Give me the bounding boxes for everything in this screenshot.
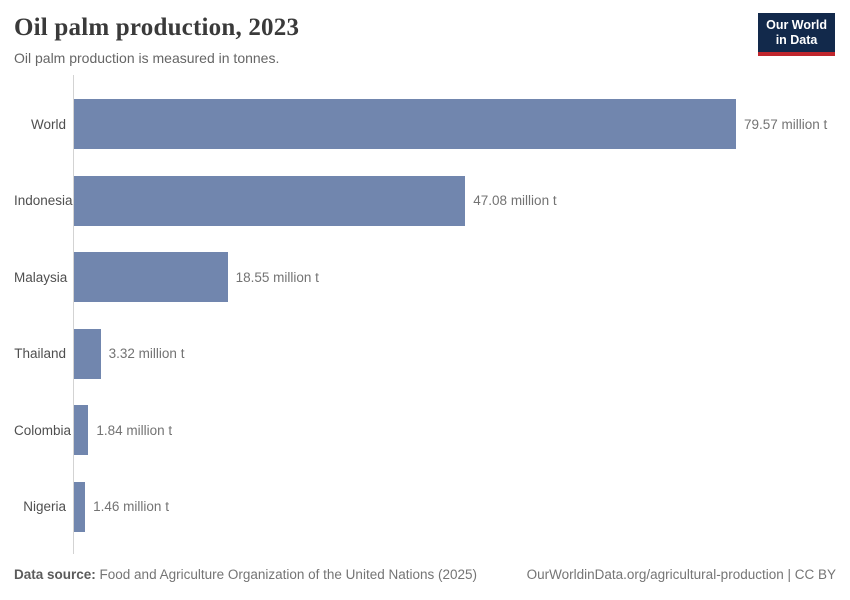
logo-line-1: Our World (766, 18, 827, 32)
value-label: 1.46 million t (93, 499, 169, 514)
data-source: Data source: Food and Agriculture Organi… (14, 567, 477, 582)
bar-row: Nigeria 1.46 million t (14, 468, 836, 545)
bar-row: Malaysia 18.55 million t (14, 239, 836, 316)
bar[interactable] (73, 328, 101, 379)
owid-logo[interactable]: Our World in Data (758, 13, 835, 56)
page-title: Oil palm production, 2023 (14, 14, 300, 41)
value-label: 79.57 million t (744, 116, 828, 132)
bar-row: World 79.57 million t (14, 86, 836, 163)
bar-row: Colombia 1.84 million t (14, 392, 836, 469)
chart-header: Oil palm production, 2023 Oil palm produ… (14, 0, 836, 66)
bar-row: Indonesia 47.08 million t (14, 162, 836, 239)
data-source-text: Food and Agriculture Organization of the… (95, 567, 478, 582)
footer-license-link[interactable]: OurWorldinData.org/agricultural-producti… (526, 567, 836, 582)
category-label: Thailand (14, 346, 66, 361)
bar[interactable] (73, 481, 86, 532)
bar-area: 1.84 million t (73, 392, 836, 469)
chart-titles: Oil palm production, 2023 Oil palm produ… (14, 14, 299, 66)
category-label: Colombia (14, 422, 72, 438)
category-label: World (30, 116, 66, 132)
value-label: 3.32 million t (108, 346, 185, 361)
value-label: 47.08 million t (473, 193, 557, 208)
category-label: Nigeria (23, 499, 66, 514)
value-label: 18.55 million t (235, 269, 319, 285)
bar-chart-rows: World 79.57 million t Indonesia 47.08 milli… (14, 74, 836, 554)
bar[interactable] (73, 252, 228, 302)
bar-area: 3.32 million t (73, 315, 836, 392)
bar-chart: World 79.57 million t Indonesia 47.08 milli… (14, 74, 836, 554)
bar-area: 47.08 million t (73, 162, 836, 239)
bar-area: 79.57 million t (73, 86, 836, 163)
bar-area: 1.46 million t (73, 468, 836, 545)
bar-row: Thailand 3.32 million t (14, 315, 836, 392)
bar[interactable] (73, 99, 736, 149)
bar-area: 18.55 million t (73, 239, 836, 316)
data-source-label: Data source: (14, 567, 96, 582)
value-label: 1.84 million t (96, 422, 173, 438)
chart-subtitle: Oil palm production is measured in tonne… (14, 49, 280, 66)
bar[interactable] (73, 405, 89, 455)
category-label: Malaysia (14, 269, 68, 285)
category-label: Indonesia (14, 193, 73, 208)
logo-line-2: in Data (775, 33, 818, 47)
bar[interactable] (73, 175, 466, 226)
chart-footer: Data source: Food and Agriculture Organi… (14, 567, 836, 600)
